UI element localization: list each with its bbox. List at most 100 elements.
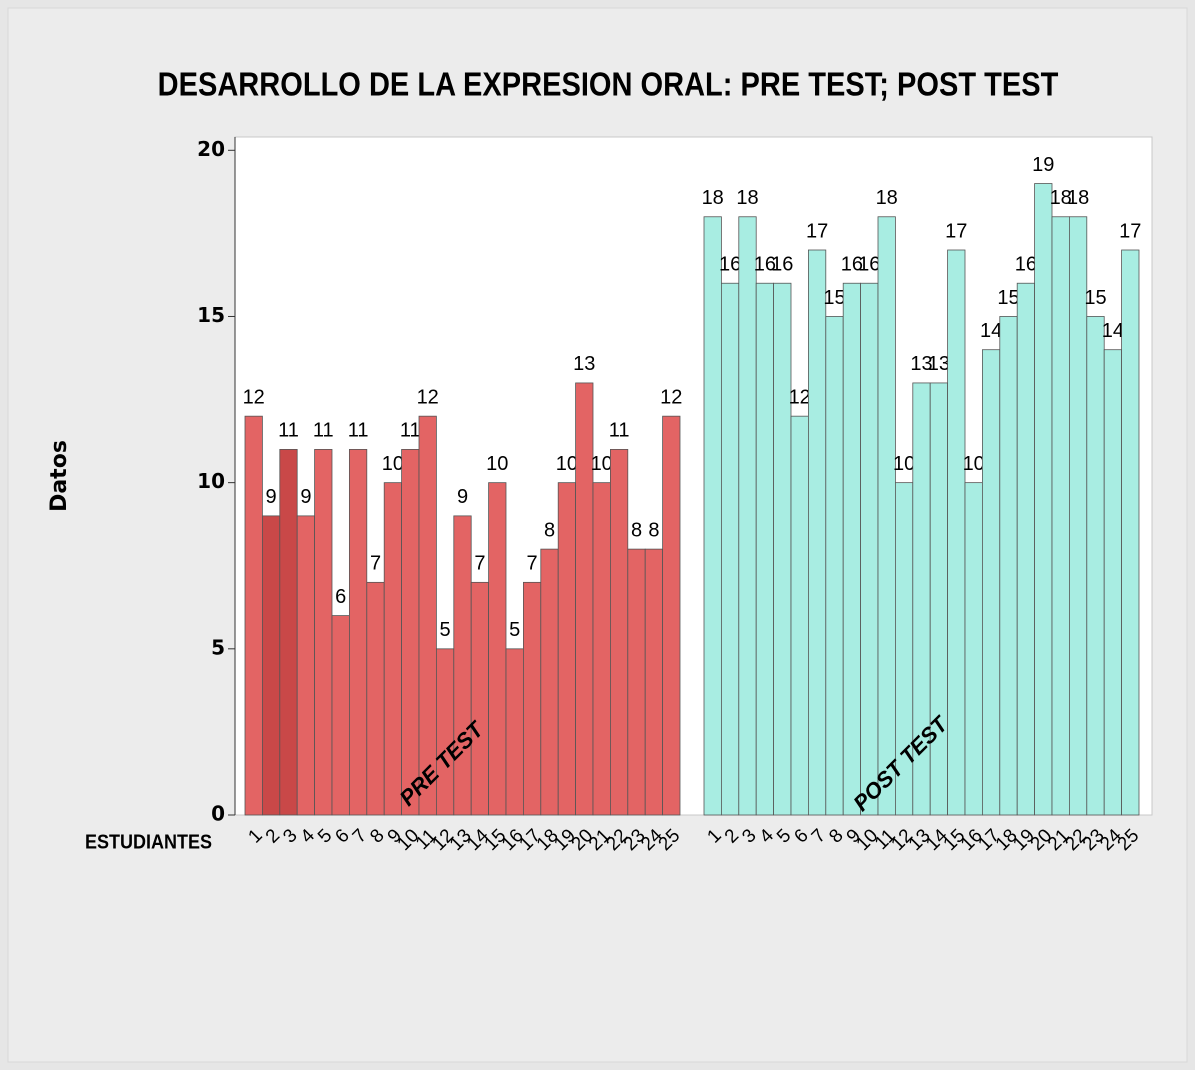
bar xyxy=(825,316,844,816)
data-label: 10 xyxy=(486,453,508,475)
bar xyxy=(662,415,681,816)
data-label: 12 xyxy=(417,386,439,408)
data-label: 8 xyxy=(544,519,555,541)
bar xyxy=(1086,316,1105,816)
data-label: 13 xyxy=(910,353,932,375)
bar xyxy=(1121,249,1140,816)
bar xyxy=(366,581,385,816)
bar xyxy=(314,449,333,816)
data-label: 5 xyxy=(509,619,520,641)
data-label: 13 xyxy=(928,353,950,375)
data-label: 15 xyxy=(823,287,845,309)
bar xyxy=(557,482,577,816)
data-label: 10 xyxy=(382,453,404,475)
bar xyxy=(808,249,827,816)
data-label: 17 xyxy=(1119,220,1141,242)
y-tick-label: 15 xyxy=(197,303,225,327)
bar xyxy=(755,282,775,816)
data-label: 9 xyxy=(457,486,468,508)
data-label: 18 xyxy=(1067,187,1089,209)
data-label: 15 xyxy=(997,287,1019,309)
data-label: 17 xyxy=(945,220,967,242)
bar xyxy=(877,216,896,816)
y-tick-label: 20 xyxy=(197,137,225,161)
data-label: 10 xyxy=(591,453,613,475)
data-label: 14 xyxy=(1102,320,1124,342)
bar xyxy=(296,515,316,816)
bar xyxy=(929,382,949,816)
bar xyxy=(1016,282,1036,816)
bar xyxy=(644,548,664,816)
bar xyxy=(1034,183,1053,816)
y-tick-label: 5 xyxy=(211,635,225,659)
bar xyxy=(331,615,350,816)
bar xyxy=(773,282,792,816)
data-label: 14 xyxy=(980,320,1002,342)
bar xyxy=(488,482,507,816)
data-label: 16 xyxy=(1015,254,1037,276)
bar xyxy=(999,316,1018,816)
data-label: 16 xyxy=(858,254,880,276)
bar xyxy=(790,415,809,816)
data-label: 8 xyxy=(648,519,659,541)
bar xyxy=(610,449,629,816)
chart-title: DESARROLLO DE LA EXPRESION ORAL: PRE TES… xyxy=(158,66,1059,103)
bar xyxy=(348,449,368,816)
data-label: 11 xyxy=(313,420,334,442)
bar xyxy=(383,482,403,816)
bar xyxy=(261,515,281,816)
bar xyxy=(860,282,879,816)
bar xyxy=(279,449,298,816)
bar xyxy=(523,581,542,816)
bar xyxy=(575,382,594,816)
data-label: 7 xyxy=(474,553,485,575)
data-label: 17 xyxy=(806,220,828,242)
bar xyxy=(505,648,524,816)
data-label: 18 xyxy=(876,187,898,209)
data-label: 11 xyxy=(348,420,369,442)
data-label: 16 xyxy=(754,254,776,276)
bar xyxy=(453,515,472,816)
bar xyxy=(721,282,740,816)
bar xyxy=(627,548,646,816)
bar xyxy=(418,415,437,816)
bar xyxy=(401,449,420,816)
bar xyxy=(470,581,490,816)
data-label: 7 xyxy=(370,553,381,575)
data-label: 18 xyxy=(736,187,758,209)
bar xyxy=(592,482,611,816)
y-tick-label: 10 xyxy=(197,469,225,493)
bar xyxy=(738,216,757,816)
bar xyxy=(1103,349,1122,816)
data-label: 16 xyxy=(719,254,741,276)
y-tick-label: 0 xyxy=(211,802,225,826)
bar xyxy=(982,349,1001,816)
y-axis-label: Datos xyxy=(47,440,72,512)
data-label: 12 xyxy=(789,386,811,408)
data-label: 10 xyxy=(556,453,578,475)
data-label: 9 xyxy=(266,486,277,508)
data-label: 12 xyxy=(243,386,265,408)
data-label: 18 xyxy=(1050,187,1072,209)
bar xyxy=(964,482,983,816)
data-label: 15 xyxy=(1084,287,1106,309)
data-label: 6 xyxy=(335,586,346,608)
bar xyxy=(842,282,862,816)
data-label: 19 xyxy=(1032,154,1054,176)
data-label: 16 xyxy=(841,254,863,276)
bar xyxy=(244,415,263,816)
data-label: 10 xyxy=(893,453,915,475)
data-label: 9 xyxy=(300,486,311,508)
data-label: 10 xyxy=(963,453,985,475)
x-axis-label: ESTUDIANTES xyxy=(85,831,212,853)
data-label: 13 xyxy=(573,353,595,375)
data-label: 8 xyxy=(631,519,642,541)
data-label: 11 xyxy=(400,420,421,442)
data-label: 12 xyxy=(660,386,682,408)
bar xyxy=(1051,216,1070,816)
data-label: 18 xyxy=(702,187,724,209)
data-label: 11 xyxy=(609,420,630,442)
bar xyxy=(540,548,559,816)
bar xyxy=(703,216,722,816)
